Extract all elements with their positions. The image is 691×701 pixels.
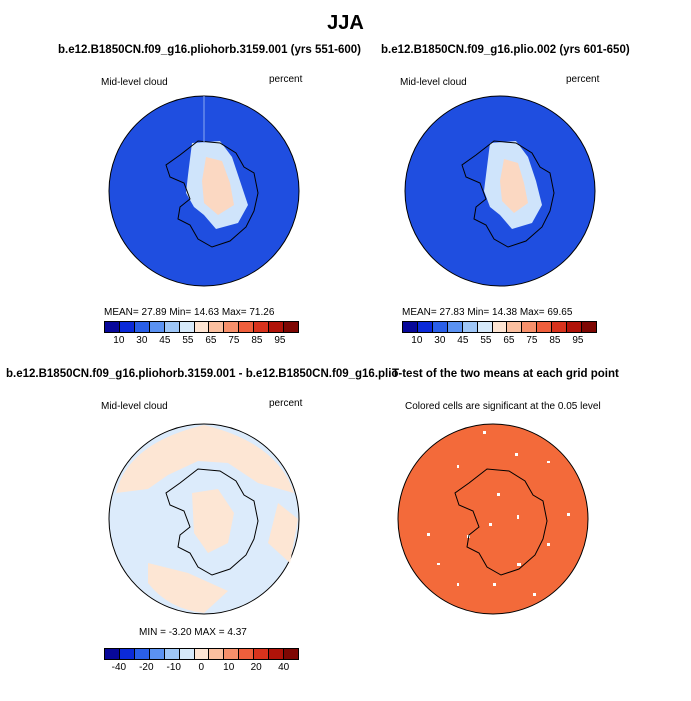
- colorbar-tick-label: 75: [526, 335, 538, 346]
- map3-peach-east: [268, 503, 298, 563]
- panel3-map: [108, 423, 300, 615]
- colorbar-tick-label: 0: [198, 662, 205, 673]
- colorbar-tick-label: 85: [251, 335, 263, 346]
- colorbar-tick-label: 10: [113, 335, 125, 346]
- colorbar-swatch: [492, 322, 508, 332]
- panel4-title: T-test of the two means at each grid poi…: [392, 368, 619, 380]
- colorbar-tick-label: 65: [503, 335, 515, 346]
- panel1-left-label: Mid-level cloud: [101, 77, 168, 88]
- colorbar-swatch: [134, 649, 150, 659]
- colorbar-swatch: [447, 322, 463, 332]
- colorbar-swatch: [507, 322, 523, 332]
- page-title: JJA: [327, 12, 364, 34]
- colorbar-swatch: [224, 649, 240, 659]
- panel3-title: b.e12.B1850CN.f09_g16.pliohorb.3159.001 …: [6, 368, 398, 380]
- colorbar-2-ticks: 10 30 45 55 65 75 85 95: [402, 335, 595, 347]
- panel2-right-label: percent: [566, 74, 600, 85]
- colorbar-2: [402, 321, 597, 333]
- colorbar-swatch: [537, 322, 553, 332]
- map4-coast: [454, 468, 548, 576]
- colorbar-tick-label: 95: [572, 335, 584, 346]
- colorbar-tick-label: 30: [136, 335, 148, 346]
- colorbar-tick-label: 30: [434, 335, 446, 346]
- panel2-left-label: Mid-level cloud: [400, 77, 467, 88]
- colorbar-swatch: [179, 322, 195, 332]
- colorbar-swatch: [254, 649, 270, 659]
- colorbar-3-ticks: -40 -20 -10 0 10 20 40: [104, 662, 297, 674]
- colorbar-swatch: [567, 322, 583, 332]
- colorbar-tick-label: 20: [250, 662, 262, 673]
- colorbar-swatch: [284, 649, 298, 659]
- colorbar-swatch: [417, 322, 433, 332]
- panel2-stats: MEAN= 27.83 Min= 14.38 Max= 69.65: [402, 307, 573, 318]
- colorbar-swatch: [269, 649, 285, 659]
- colorbar-1-ticks: 10 30 45 55 65 75 85 95: [104, 335, 297, 347]
- map4-significant-area: [397, 423, 589, 615]
- colorbar-swatch: [209, 649, 225, 659]
- colorbar-swatch: [134, 322, 150, 332]
- colorbar-tick-label: 65: [205, 335, 217, 346]
- panel1-stats: MEAN= 27.89 Min= 14.63 Max= 71.26: [104, 307, 275, 318]
- panel1-title: b.e12.B1850CN.f09_g16.pliohorb.3159.001 …: [58, 44, 361, 56]
- map3-peach-north: [116, 425, 294, 493]
- colorbar-tick-label: 45: [159, 335, 171, 346]
- map1-coast: [165, 140, 259, 248]
- colorbar-swatch: [119, 649, 135, 659]
- panel3-right-label: percent: [269, 398, 303, 409]
- map3-coast: [165, 468, 259, 576]
- colorbar-swatch: [164, 322, 180, 332]
- colorbar-tick-label: 10: [411, 335, 423, 346]
- colorbar-swatch: [522, 322, 538, 332]
- panel2-title: b.e12.B1850CN.f09_g16.plio.002 (yrs 601-…: [381, 44, 630, 56]
- colorbar-swatch: [239, 649, 255, 659]
- colorbar-tick-label: 40: [278, 662, 290, 673]
- map1-ice-core: [202, 157, 234, 215]
- colorbar-tick-label: -40: [111, 662, 127, 673]
- panel3-left-label: Mid-level cloud: [101, 401, 168, 412]
- colorbar-swatch: [269, 322, 285, 332]
- colorbar-swatch: [462, 322, 478, 332]
- map2-coast: [461, 140, 555, 248]
- colorbar-tick-label: 55: [480, 335, 492, 346]
- colorbar-swatch: [119, 322, 135, 332]
- colorbar-swatch: [552, 322, 568, 332]
- colorbar-swatch: [209, 322, 225, 332]
- colorbar-tick-label: 55: [182, 335, 194, 346]
- colorbar-3: [104, 648, 299, 660]
- map3-peach-center: [192, 489, 234, 553]
- map2-ice-core: [500, 159, 528, 213]
- colorbar-swatch: [239, 322, 255, 332]
- panel4-subtitle: Colored cells are significant at the 0.0…: [405, 401, 601, 412]
- colorbar-swatch: [224, 322, 240, 332]
- colorbar-tick-label: -20: [139, 662, 154, 673]
- colorbar-swatch: [284, 322, 298, 332]
- colorbar-tick-label: 85: [549, 335, 561, 346]
- colorbar-swatch: [105, 649, 120, 659]
- panel3-stats: MIN = -3.20 MAX = 4.37: [139, 627, 247, 638]
- colorbar-swatch: [179, 649, 195, 659]
- panel4-map: [397, 423, 589, 615]
- colorbar-swatch: [254, 322, 270, 332]
- colorbar-tick-label: 75: [228, 335, 240, 346]
- map4-insignificant-cells: [427, 431, 570, 596]
- colorbar-1: [104, 321, 299, 333]
- panel1-map: [108, 95, 300, 287]
- colorbar-tick-label: 95: [274, 335, 286, 346]
- colorbar-swatch: [149, 649, 165, 659]
- colorbar-swatch: [164, 649, 180, 659]
- colorbar-tick-label: 10: [223, 662, 235, 673]
- colorbar-swatch: [194, 322, 210, 332]
- colorbar-swatch: [582, 322, 596, 332]
- colorbar-swatch: [477, 322, 493, 332]
- map3-peach-south: [148, 563, 228, 613]
- colorbar-swatch: [149, 322, 165, 332]
- colorbar-swatch: [432, 322, 448, 332]
- colorbar-swatch: [403, 322, 418, 332]
- colorbar-swatch: [105, 322, 120, 332]
- panel2-map: [404, 95, 596, 287]
- panel1-right-label: percent: [269, 74, 303, 85]
- colorbar-tick-label: 45: [457, 335, 469, 346]
- colorbar-tick-label: -10: [166, 662, 181, 673]
- colorbar-swatch: [194, 649, 210, 659]
